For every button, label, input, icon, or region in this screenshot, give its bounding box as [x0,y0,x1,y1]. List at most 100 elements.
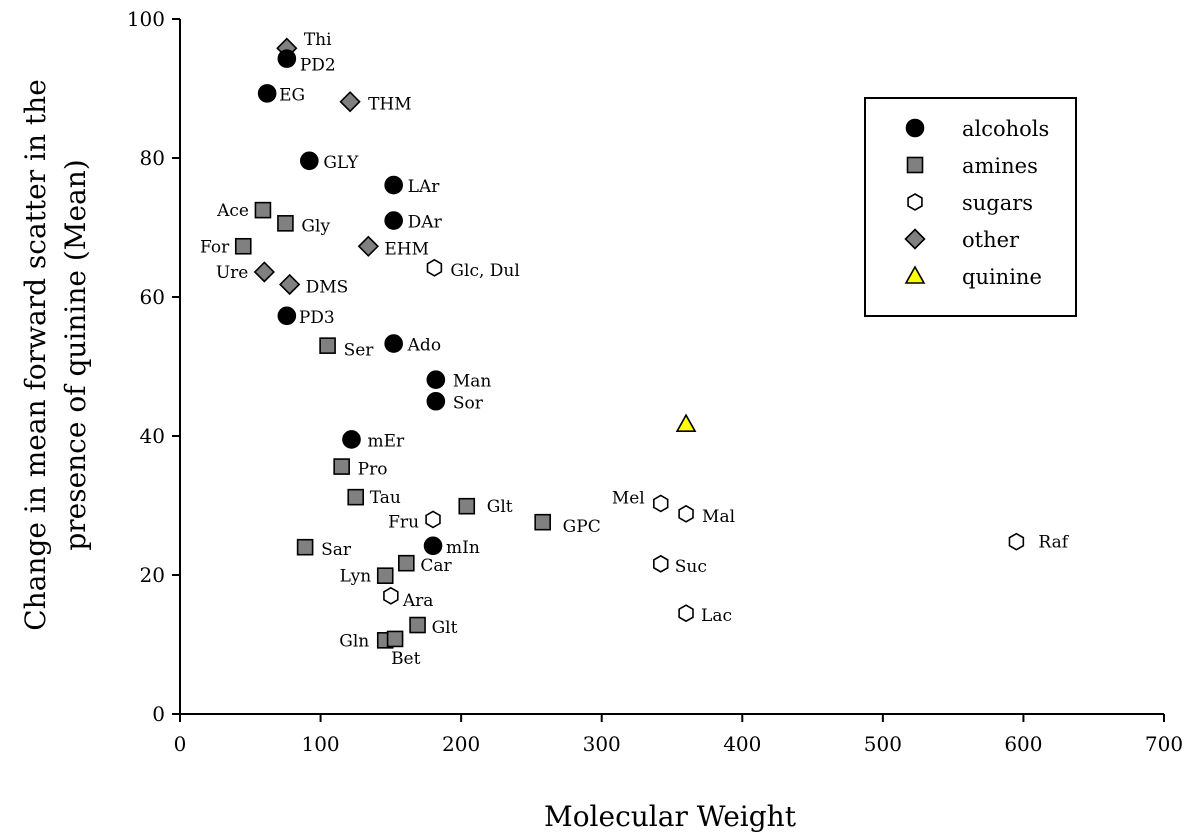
legend-label-sugars: sugars [962,191,1033,215]
point-label: Raf [1038,533,1069,553]
point-label: DMS [306,277,349,297]
other-point [339,91,361,113]
axes: 0 100 200 300 400 500 600 700 0 20 40 60 80 100 [127,7,1183,756]
point-label: Pro [358,460,388,480]
point-labels: Thi THM EHM Ure DMS Ace Gly For Ser Pro Tau Glt GPC S… [200,30,1070,669]
x-tick-label: 700 [1145,732,1183,756]
point-label: Ure [216,263,249,283]
point-label: Sor [453,393,484,413]
point-label: Glt [487,497,513,517]
legend-marker-sugars [907,193,923,211]
point-label: Glt [432,618,458,638]
legend-label-other: other [962,228,1020,252]
point-label: Mal [702,507,735,527]
y-tick-label: 100 [127,7,165,31]
point-label: Gly [301,216,330,236]
y-tick-label: 80 [140,146,165,170]
point-label: mIn [446,538,480,558]
x-tick-label: 0 [174,732,187,756]
y-tick-label: 40 [140,424,165,448]
x-tick-label: 100 [301,732,339,756]
point-label: Mel [612,488,645,508]
other-point [279,273,301,296]
sugars-point [653,494,669,513]
alcohols-point [426,391,446,411]
point-label: DAr [408,213,443,233]
point-label: LAr [408,177,441,197]
point-label: PD2 [300,56,336,76]
legend-marker-alcohols [905,118,925,138]
point-label: Glc, Dul [450,261,519,281]
sugars-point [426,258,443,277]
alcohols-point [277,306,297,326]
alcohols-point [384,175,403,195]
sugars-point [383,586,399,605]
other-point [357,235,379,257]
amines-point [277,215,294,232]
point-label: Gln [339,631,369,651]
x-tick-label: 200 [442,732,480,756]
point-label: Ara [402,591,434,611]
point-label: EHM [384,239,429,259]
point-label: GPC [563,517,601,537]
amines-point [347,488,365,506]
legend-marker-amines [906,156,924,174]
sugars-point [425,510,441,529]
point-label: Ado [407,336,441,356]
alcohols-point [384,211,403,230]
amines-point [319,337,336,354]
amines-point [234,237,252,255]
x-tick-label: 400 [723,732,761,756]
legend-marker-other [904,228,926,250]
point-label: Fru [388,512,419,532]
point-label: PD3 [299,308,335,328]
alcohols-point [426,370,446,390]
sugars-point [678,504,694,523]
other-point [253,261,275,283]
x-tick-label: 300 [583,732,621,756]
sugars-point [678,604,694,623]
amines-point [398,554,415,572]
point-label: EG [279,85,305,105]
quinine-point [675,413,697,432]
point-label: Ser [344,341,375,361]
amines-point [386,630,404,648]
point-label: Lac [701,606,732,626]
point-label: GLY [323,153,359,173]
amines-point [458,497,476,515]
legend-label-quinine: quinine [962,265,1042,289]
point-label: For [200,237,230,257]
point-label: Bet [391,649,421,669]
point-label: Car [420,556,452,576]
point-label: Lyn [340,567,372,587]
amines-point [534,513,551,531]
amines-point [409,616,426,634]
point-label: Tau [370,488,401,508]
alcohols-point [384,334,403,353]
legend-label-amines: amines [962,154,1038,178]
amines-point [376,567,394,584]
y-tick-label: 20 [140,563,165,587]
data-points [234,37,1025,649]
legend-label-alcohols: alcohols [962,117,1049,141]
amines-point [254,201,272,219]
y-axis-title-line-1: Change in mean forward scatter in the [19,79,52,631]
point-label: Man [453,372,492,392]
sugars-point [653,554,669,573]
x-axis-title: Molecular Weight [544,800,797,833]
alcohols-point [277,49,297,68]
point-label: Thi [304,30,332,50]
point-label: THM [368,95,412,115]
y-tick-label: 0 [152,702,165,726]
point-label: Sar [321,540,352,560]
amines-point [333,458,350,475]
y-tick-label: 60 [140,285,165,309]
y-axis-title-line-2: presence of quinine (Mean) [59,159,92,550]
amines-point [296,538,314,556]
alcohols-point [342,430,361,449]
alcohols-point [257,84,277,103]
alcohols-point [423,536,443,556]
legend: alcohols amines sugars other quinine [864,97,1077,317]
legend-box [864,97,1077,317]
